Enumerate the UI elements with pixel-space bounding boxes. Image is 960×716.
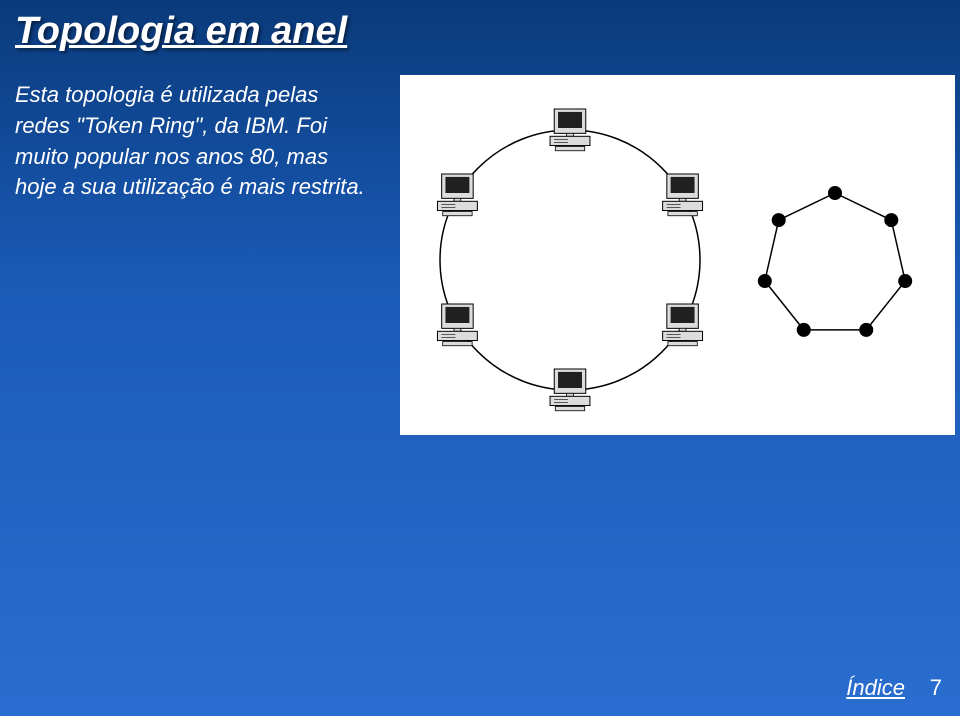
computer-icon [663,174,703,216]
small-ring-edge [765,220,779,281]
small-ring-node [772,213,786,227]
index-link[interactable]: Índice [846,675,905,701]
small-ring-node [828,186,842,200]
small-ring-node [758,274,772,288]
small-ring-edge [779,193,835,220]
small-ring-edge [891,220,905,281]
small-ring-node [859,323,873,337]
diagram-area [400,75,955,435]
body-text: Esta topologia é utilizada pelas redes "… [15,80,365,203]
computer-icon [550,369,590,411]
computer-icon [550,109,590,151]
small-ring-node [884,213,898,227]
slide-title: Topologia em anel [15,10,347,53]
small-ring-edge [866,281,905,330]
small-ring-node [797,323,811,337]
computer-icon [437,304,477,346]
small-ring-node [898,274,912,288]
ring-topology-diagram [400,75,955,435]
small-ring-edge [835,193,891,220]
computer-icon [437,174,477,216]
main-ring [440,130,700,390]
computer-icon [663,304,703,346]
small-ring-edge [765,281,804,330]
page-number: 7 [930,675,942,701]
